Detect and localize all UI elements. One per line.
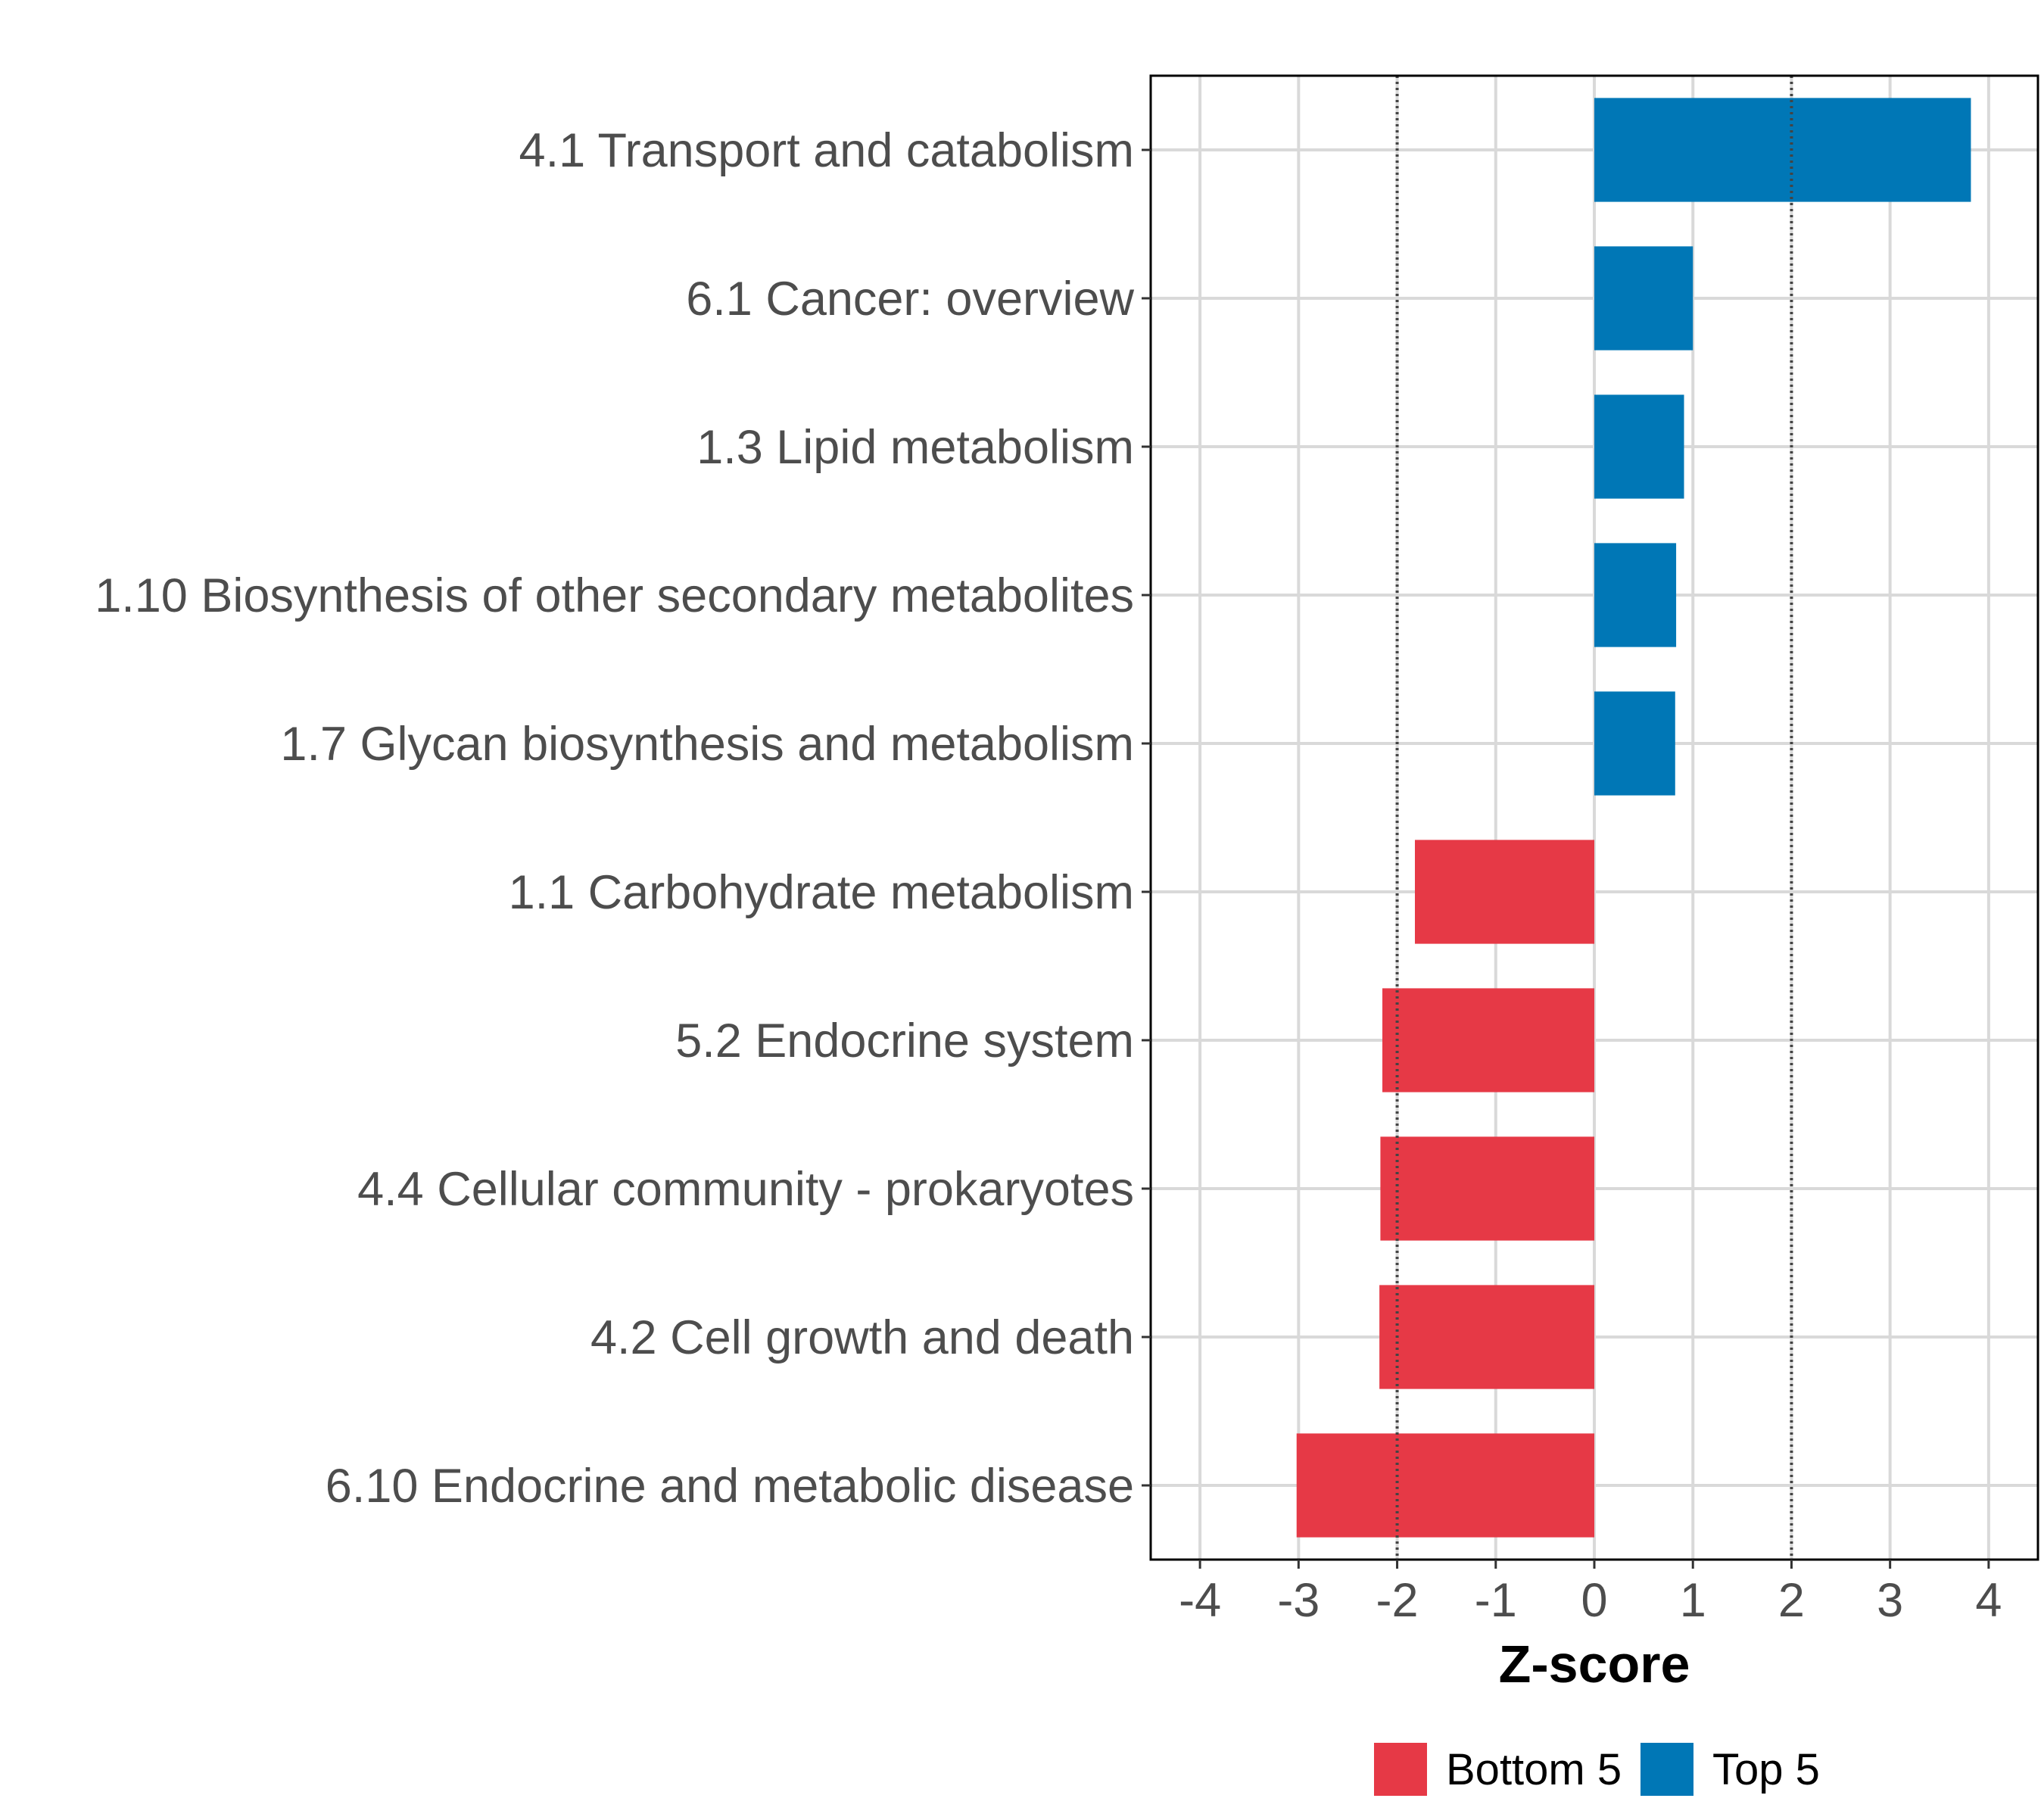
x-tick-label: 2: [1778, 1574, 1805, 1627]
legend: Bottom 5 Top 5: [1374, 1743, 1820, 1796]
category-label: 5.2 Endocrine system: [675, 1014, 1134, 1067]
bar: [1594, 246, 1693, 351]
x-axis-title: Z-score: [1499, 1635, 1690, 1694]
category-label: 6.1 Cancer: overview: [686, 273, 1134, 326]
legend-label: Top 5: [1712, 1745, 1820, 1794]
bar: [1379, 1285, 1594, 1389]
x-tick-label: 0: [1581, 1574, 1607, 1627]
bar: [1594, 543, 1677, 647]
x-tick-label: 1: [1680, 1574, 1706, 1627]
x-axis-ticks: -4 -3 -2 -1 0 1 2 3 4: [1179, 1560, 2002, 1627]
x-tick-label: -4: [1179, 1574, 1221, 1627]
category-label: 4.2 Cell growth and death: [590, 1311, 1134, 1364]
bar: [1382, 988, 1594, 1092]
bar: [1414, 840, 1594, 944]
legend-label: Bottom 5: [1446, 1745, 1622, 1794]
category-label: 1.7 Glycan biosynthesis and metabolism: [280, 718, 1134, 771]
category-label: 1.10 Biosynthesis of other secondary met…: [95, 569, 1134, 622]
legend-key: [1374, 1743, 1427, 1796]
x-tick-label: -1: [1475, 1574, 1517, 1627]
bar: [1594, 691, 1675, 796]
x-tick-label: -3: [1277, 1574, 1320, 1627]
bar: [1296, 1433, 1594, 1538]
x-tick-label: 3: [1877, 1574, 1903, 1627]
category-label: 1.1 Carbohydrate metabolism: [509, 866, 1134, 919]
reference-lines: [1395, 76, 1793, 1560]
bar: [1594, 394, 1684, 499]
x-tick-label: 4: [1975, 1574, 2002, 1627]
category-label: 6.10 Endocrine and metabolic disease: [326, 1460, 1134, 1513]
x-tick-label: -2: [1376, 1574, 1419, 1627]
bars: [1296, 98, 1971, 1538]
bar: [1380, 1136, 1594, 1241]
category-label: 4.1 Transport and catabolism: [519, 124, 1134, 177]
legend-key: [1640, 1743, 1693, 1796]
category-label: 1.3 Lipid metabolism: [696, 421, 1134, 474]
bar: [1594, 98, 1971, 202]
category-labels: 4.1 Transport and catabolism 6.1 Cancer: …: [95, 124, 1151, 1513]
category-label: 4.4 Cellular community - prokaryotes: [357, 1163, 1134, 1216]
